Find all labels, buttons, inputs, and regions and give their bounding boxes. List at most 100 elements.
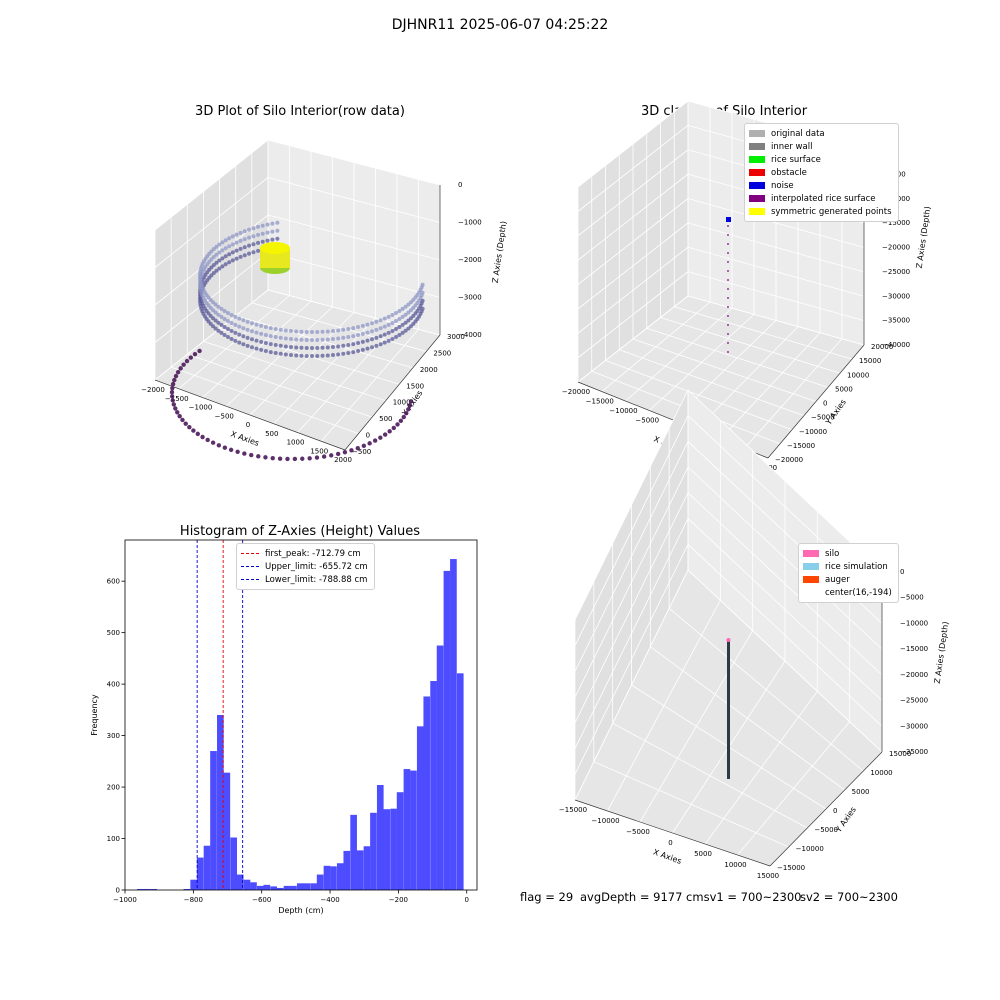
data-point	[342, 450, 348, 455]
data-point	[245, 335, 250, 340]
data-point	[254, 338, 259, 343]
grid-line	[154, 139, 269, 231]
data-point	[230, 234, 235, 239]
x-tick-label: −1000	[113, 896, 137, 904]
data-point	[237, 316, 242, 321]
data-point	[299, 345, 304, 350]
y-tick-label: 15000	[889, 750, 911, 758]
data-point	[378, 326, 383, 331]
data-point	[251, 226, 256, 231]
data-point	[191, 428, 196, 433]
data-point	[249, 329, 254, 334]
data-point	[229, 328, 234, 333]
data-point	[169, 394, 175, 399]
data-point	[217, 242, 222, 247]
grid-line	[267, 214, 441, 261]
data-point	[360, 347, 365, 352]
legend-item: rice simulation	[803, 560, 892, 573]
data-point	[268, 342, 273, 347]
swatch-icon	[803, 550, 819, 557]
data-point	[213, 302, 218, 307]
y-tick-label: 5000	[835, 385, 853, 393]
z-tick-label: −25000	[882, 268, 910, 276]
y-tick-label: 0	[116, 887, 120, 895]
data-point	[177, 413, 182, 419]
x-axis-label: Depth (cm)	[278, 906, 323, 915]
z-tick-label: −20000	[882, 244, 910, 252]
y-tick-label: 15000	[859, 357, 881, 365]
data-point	[395, 422, 400, 427]
rice-simulation-column	[727, 639, 730, 779]
data-point	[238, 230, 243, 235]
data-point	[341, 327, 346, 332]
data-point	[241, 318, 246, 323]
grid-line	[267, 252, 441, 298]
data-point	[241, 326, 246, 331]
data-point	[251, 242, 256, 247]
data-point	[351, 326, 356, 331]
histogram-chart: −1000 −800 −600 −400 −200 0 0 100 200 300 400 500 60…	[90, 539, 478, 915]
grid-line	[574, 466, 689, 698]
data-point	[278, 343, 283, 348]
grid-line	[619, 349, 805, 417]
y-tick-label: 400	[107, 681, 120, 689]
histogram-bar	[390, 808, 397, 890]
data-point	[420, 282, 425, 287]
interpolated-point	[727, 351, 729, 353]
x-tick-label: 0	[246, 421, 250, 429]
histogram-bar	[210, 751, 217, 890]
legend-item-upper-limit: Upper_limit: -655.72 cm	[241, 560, 368, 573]
x-tick-label: −1000	[189, 404, 213, 412]
data-point	[229, 320, 234, 325]
axis-line	[574, 799, 771, 867]
interpolated-point	[727, 333, 729, 335]
data-point	[320, 353, 325, 358]
data-point	[270, 237, 275, 242]
data-point	[211, 316, 216, 321]
legend-item: auger	[803, 573, 892, 586]
data-point	[365, 338, 370, 343]
data-point	[390, 312, 395, 317]
data-point	[220, 240, 225, 245]
grid-line	[577, 295, 689, 383]
grid-line	[235, 315, 413, 369]
data-point	[310, 354, 314, 358]
data-point	[390, 320, 395, 325]
grid-line	[687, 389, 883, 573]
y-tick-label: 0	[833, 807, 837, 815]
data-point	[249, 345, 254, 350]
data-point	[386, 322, 391, 327]
z-tick-label: −35000	[900, 748, 928, 756]
raw-plot-title: 3D Plot of Silo Interior(row data)	[195, 104, 405, 119]
grid-line	[687, 295, 865, 346]
histogram-bar	[303, 883, 311, 890]
grid-line	[687, 271, 865, 322]
y-tick-label: 600	[107, 578, 120, 586]
data-point	[225, 311, 230, 316]
data-point	[307, 456, 312, 461]
grid-line	[251, 302, 427, 352]
data-point	[336, 336, 341, 341]
data-point	[403, 312, 408, 317]
data-point	[299, 337, 304, 342]
data-point	[172, 377, 177, 383]
z-tick-label: −35000	[882, 317, 910, 325]
data-point	[217, 250, 222, 255]
data-point	[283, 328, 288, 333]
data-point	[227, 252, 232, 257]
histogram-bar	[330, 866, 337, 890]
grid-line	[687, 222, 865, 273]
histogram-bar	[276, 887, 284, 890]
data-point	[304, 329, 309, 334]
data-point	[225, 327, 230, 332]
data-point	[378, 334, 383, 339]
grid-line	[267, 139, 441, 186]
data-point	[273, 334, 278, 339]
data-point	[213, 310, 218, 315]
axis-line	[769, 751, 883, 867]
histogram-bar	[370, 812, 377, 890]
histogram-bar	[456, 673, 464, 890]
z-tick-label: −15000	[900, 645, 928, 653]
data-point	[289, 345, 294, 350]
data-point	[394, 327, 399, 332]
